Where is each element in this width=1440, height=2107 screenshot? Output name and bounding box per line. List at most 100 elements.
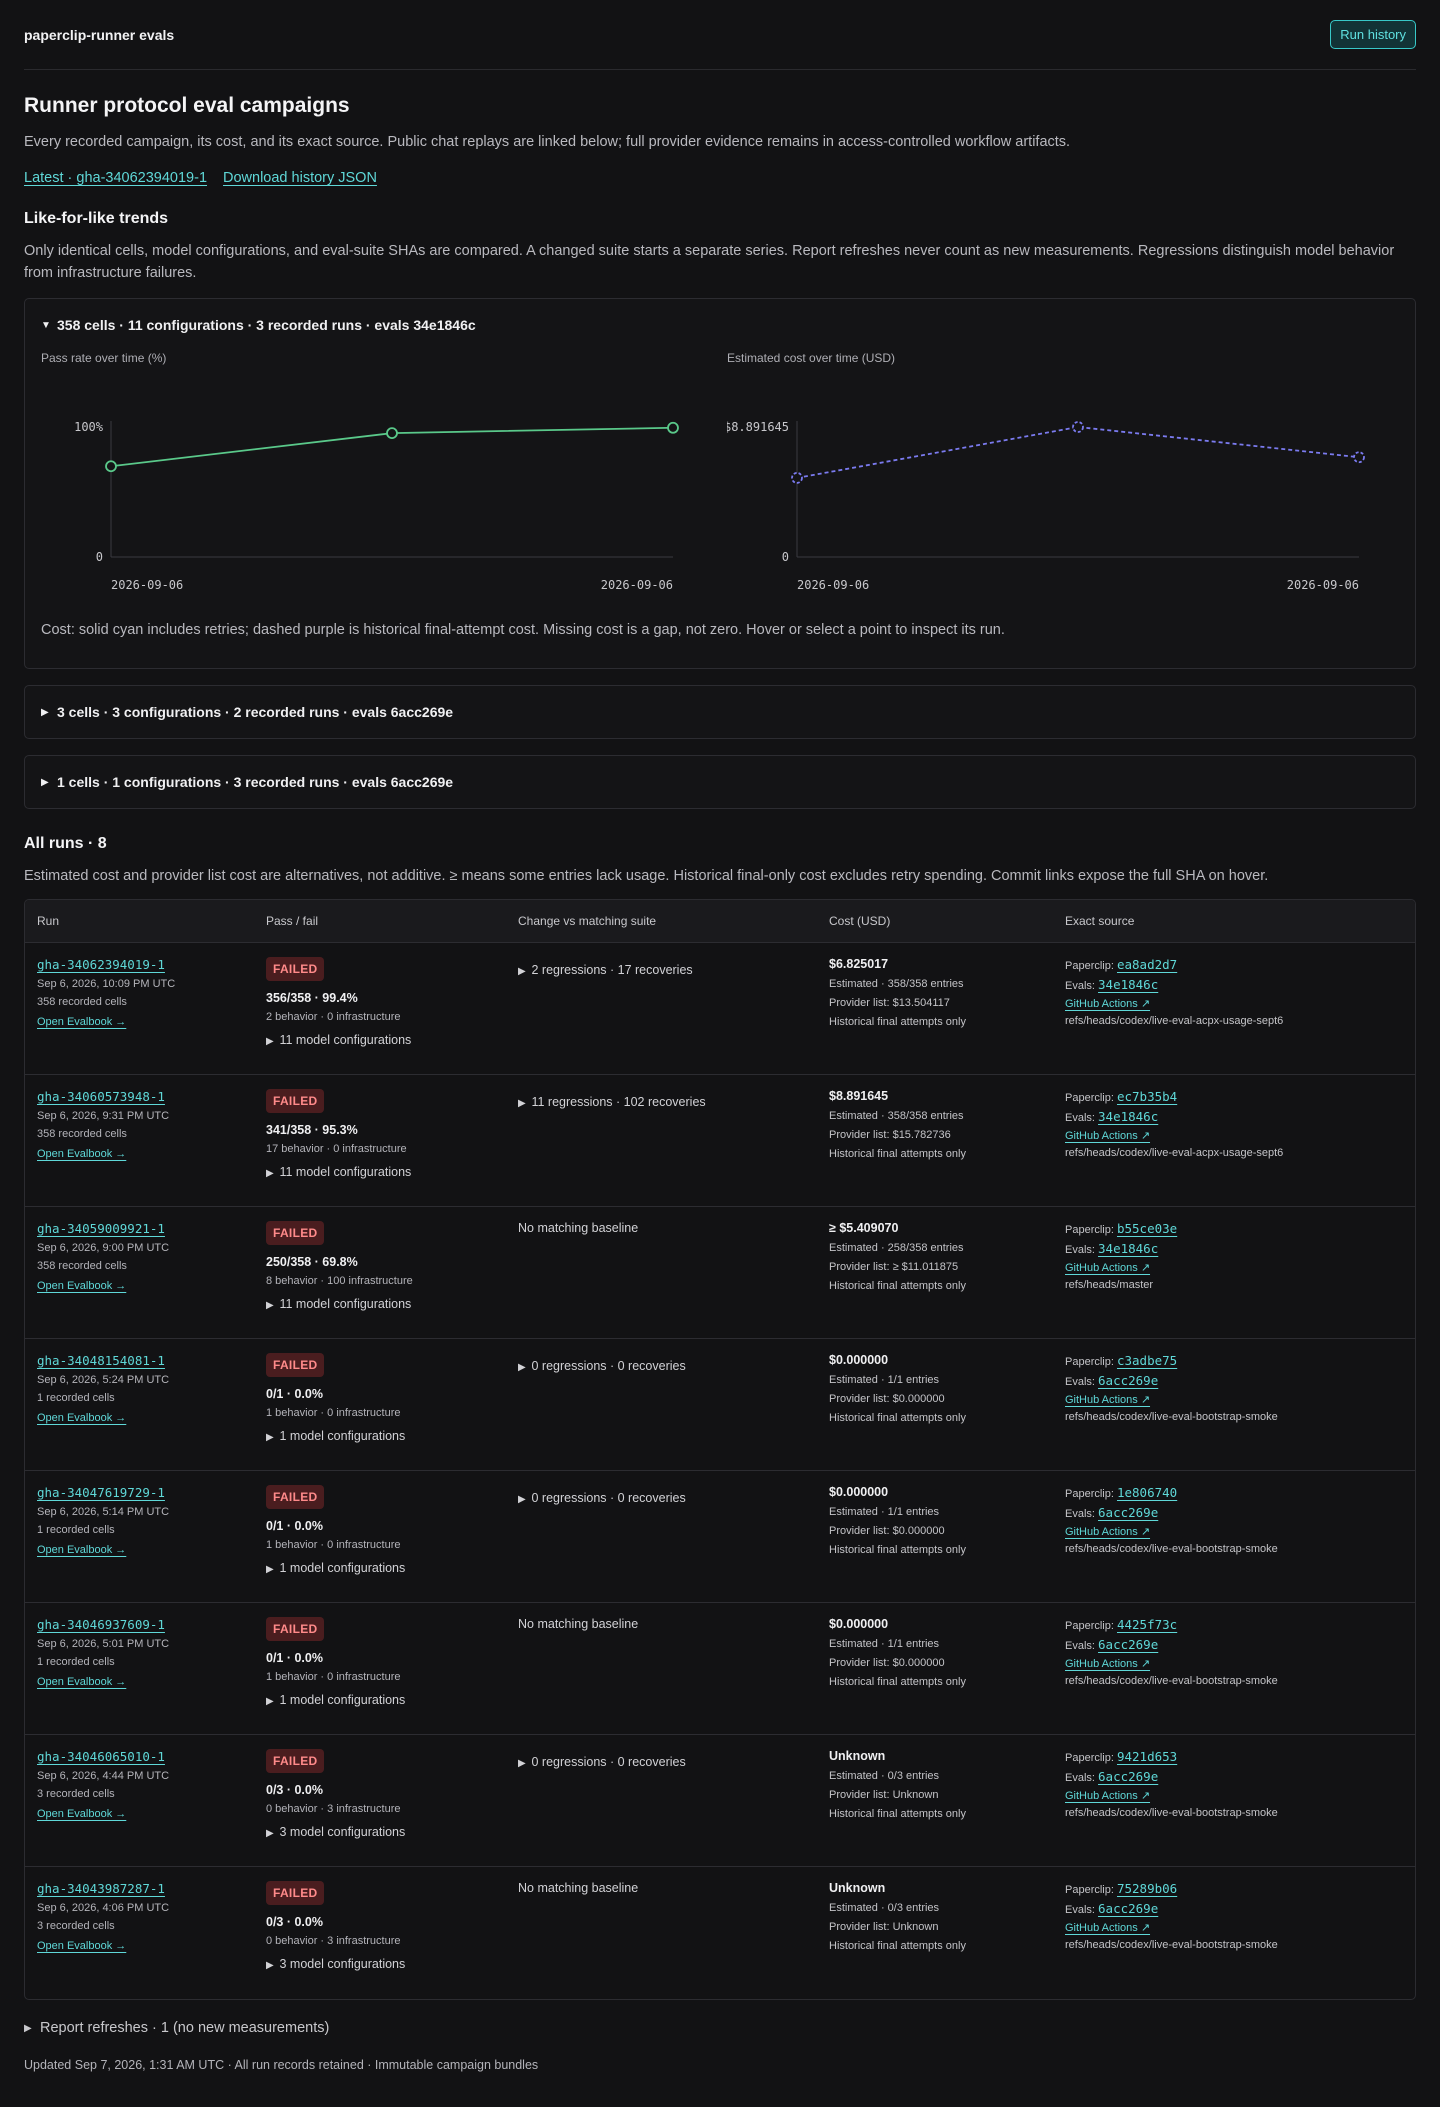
model-configurations-toggle[interactable]: ▶ 1 model configurations: [266, 1561, 506, 1575]
evals-commit-link[interactable]: 6acc269e: [1098, 1769, 1159, 1784]
paperclip-commit-link[interactable]: 4425f73c: [1116, 1617, 1178, 1632]
run-id-link[interactable]: gha-34059009921-1: [37, 1221, 165, 1236]
evals-commit-link[interactable]: 34e1846c: [1098, 1109, 1159, 1124]
cost-historical: Historical final attempts only: [829, 1808, 966, 1820]
github-actions-link[interactable]: GitHub Actions ↗: [1065, 1526, 1151, 1538]
pass-rate-x-tick-label: 2026-09-06: [111, 578, 183, 592]
evals-commit-link[interactable]: 34e1846c: [1098, 1241, 1159, 1256]
paperclip-commit-link[interactable]: ec7b35b4: [1116, 1089, 1178, 1104]
run-id-link[interactable]: gha-34060573948-1: [37, 1089, 165, 1104]
paperclip-commit-link[interactable]: ea8ad2d7: [1116, 957, 1178, 972]
paperclip-commit-link[interactable]: b55ce03e: [1116, 1221, 1178, 1236]
run-id-link[interactable]: gha-34048154081-1: [37, 1353, 165, 1368]
github-actions-link[interactable]: GitHub Actions ↗: [1065, 998, 1151, 1010]
pass-rate-data-point[interactable]: [105, 460, 117, 473]
open-evalbook-link[interactable]: Open Evalbook →: [37, 1940, 127, 1952]
trend-group-3-label: 1 cells · 1 configurations · 3 recorded …: [57, 774, 454, 790]
pass-fail-value: 0/3 · 0.0%: [266, 1783, 323, 1797]
cost-note: Cost: solid cyan includes retries; dashe…: [41, 622, 1005, 638]
cost-data-point[interactable]: [1353, 451, 1365, 464]
cost-data-point[interactable]: [791, 472, 803, 484]
pass-fail-value: 0/1 · 0.0%: [266, 1519, 323, 1533]
open-evalbook-link[interactable]: Open Evalbook →: [37, 1544, 127, 1556]
change-summary-toggle[interactable]: ▶ 0 regressions · 0 recoveries: [518, 1491, 817, 1505]
evals-commit-link[interactable]: 6acc269e: [1098, 1901, 1159, 1916]
trend-group-3-summary[interactable]: ▶ 1 cells · 1 configurations · 3 recorde…: [25, 756, 1415, 808]
triangle-right-icon: ▶: [41, 706, 49, 718]
open-evalbook-link[interactable]: Open Evalbook →: [37, 1808, 127, 1820]
run-id-link[interactable]: gha-34062394019-1: [37, 957, 165, 972]
model-configurations-toggle[interactable]: ▶ 11 model configurations: [266, 1297, 506, 1311]
pass-fail-value: 0/3 · 0.0%: [266, 1915, 323, 1929]
git-ref: refs/heads/codex/live-eval-bootstrap-smo…: [1065, 1675, 1278, 1687]
trend-group-1-summary[interactable]: ▼ 358 cells · 11 configurations · 3 reco…: [25, 299, 1415, 351]
github-actions-link[interactable]: GitHub Actions ↗: [1065, 1790, 1151, 1802]
download-history-link[interactable]: Download history JSON: [223, 170, 377, 186]
github-actions-link[interactable]: GitHub Actions ↗: [1065, 1130, 1151, 1142]
run-cells: 358 recorded cells: [37, 1260, 127, 1272]
evals-commit-link[interactable]: 6acc269e: [1098, 1373, 1159, 1388]
triangle-right-icon: ▶: [518, 966, 526, 977]
cost-provider-list: Provider list: $0.000000: [829, 1657, 945, 1669]
pass-rate-chart: Pass rate over time (%) 0 100% 2026-09-06 2…: [41, 351, 687, 600]
trend-group-2-summary[interactable]: ▶ 3 cells · 3 configurations · 2 recorde…: [25, 686, 1415, 738]
open-evalbook-link[interactable]: Open Evalbook →: [37, 1412, 127, 1424]
column-header-cost: Cost (USD): [829, 914, 891, 928]
open-evalbook-link[interactable]: Open Evalbook →: [37, 1016, 127, 1028]
pass-rate-x-tick-label: 2026-09-06: [601, 578, 673, 592]
latest-run-link[interactable]: Latest · gha-34062394019-1: [24, 170, 208, 186]
pass-rate-data-point[interactable]: [667, 421, 679, 434]
triangle-right-icon: ▶: [266, 1036, 274, 1047]
all-runs-heading: All runs · 8: [24, 835, 107, 852]
report-refreshes-toggle[interactable]: ▶ Report refreshes · 1 (no new measureme…: [24, 2020, 1416, 2036]
change-summary-toggle[interactable]: ▶ 0 regressions · 0 recoveries: [518, 1755, 817, 1769]
open-evalbook-link[interactable]: Open Evalbook →: [37, 1676, 127, 1688]
paperclip-commit-link[interactable]: 9421d653: [1116, 1749, 1178, 1764]
model-configurations-toggle[interactable]: ▶ 3 model configurations: [266, 1957, 506, 1971]
open-evalbook-link[interactable]: Open Evalbook →: [37, 1148, 127, 1160]
run-id-link[interactable]: gha-34046937609-1: [37, 1617, 165, 1632]
run-id-link[interactable]: gha-34047619729-1: [37, 1485, 165, 1500]
cost-estimated: Estimated · 258/358 entries: [829, 1242, 964, 1254]
table-row: gha-34048154081-1 Sep 6, 2026, 5:24 PM U…: [25, 1339, 1415, 1471]
run-history-button[interactable]: Run history: [1330, 20, 1416, 49]
failure-breakdown: 8 behavior · 100 infrastructure: [266, 1275, 413, 1287]
cost-data-point[interactable]: [1072, 421, 1084, 433]
trend-group-1: ▼ 358 cells · 11 configurations · 3 reco…: [24, 298, 1416, 669]
cost-value: $0.000000: [829, 1353, 889, 1367]
cost-estimated: Estimated · 0/3 entries: [829, 1770, 940, 1782]
paperclip-commit-link[interactable]: 1e806740: [1116, 1485, 1178, 1500]
run-cells: 1 recorded cells: [37, 1524, 115, 1536]
paperclip-commit-link[interactable]: c3adbe75: [1116, 1353, 1178, 1368]
run-id-link[interactable]: gha-34046065010-1: [37, 1749, 165, 1764]
model-configurations-toggle[interactable]: ▶ 3 model configurations: [266, 1825, 506, 1839]
model-configurations-toggle[interactable]: ▶ 11 model configurations: [266, 1165, 506, 1179]
github-actions-link[interactable]: GitHub Actions ↗: [1065, 1922, 1151, 1934]
top-bar: paperclip-runner evals Run history: [24, 0, 1416, 70]
model-configurations-toggle[interactable]: ▶ 1 model configurations: [266, 1429, 506, 1443]
change-summary: 11 regressions · 102 recoveries: [531, 1095, 706, 1109]
status-badge: FAILED: [266, 1617, 325, 1641]
cost-historical: Historical final attempts only: [829, 1280, 966, 1292]
run-cells: 1 recorded cells: [37, 1656, 115, 1668]
evals-commit-link[interactable]: 6acc269e: [1098, 1637, 1159, 1652]
github-actions-link[interactable]: GitHub Actions ↗: [1065, 1658, 1151, 1670]
run-id-link[interactable]: gha-34043987287-1: [37, 1881, 165, 1896]
evals-commit-link[interactable]: 6acc269e: [1098, 1505, 1159, 1520]
change-summary-toggle[interactable]: ▶ 0 regressions · 0 recoveries: [518, 1359, 817, 1373]
git-ref: refs/heads/codex/live-eval-acpx-usage-se…: [1065, 1147, 1284, 1159]
change-summary-toggle[interactable]: ▶ 11 regressions · 102 recoveries: [518, 1095, 817, 1109]
github-actions-link[interactable]: GitHub Actions ↗: [1065, 1262, 1151, 1274]
evals-commit-link[interactable]: 34e1846c: [1098, 977, 1159, 992]
github-actions-link[interactable]: GitHub Actions ↗: [1065, 1394, 1151, 1406]
model-configurations-toggle[interactable]: ▶ 1 model configurations: [266, 1693, 506, 1707]
open-evalbook-link[interactable]: Open Evalbook →: [37, 1280, 127, 1292]
column-header-pass-fail: Pass / fail: [266, 914, 319, 928]
git-ref: refs/heads/codex/live-eval-bootstrap-smo…: [1065, 1807, 1278, 1819]
model-configurations-label: 11 model configurations: [279, 1297, 412, 1311]
model-configurations-toggle[interactable]: ▶ 11 model configurations: [266, 1033, 506, 1047]
paperclip-commit-link[interactable]: 75289b06: [1116, 1881, 1178, 1896]
paperclip-label: Paperclip:: [1065, 960, 1114, 972]
pass-rate-data-point[interactable]: [386, 427, 398, 440]
change-summary-toggle[interactable]: ▶ 2 regressions · 17 recoveries: [518, 963, 817, 977]
